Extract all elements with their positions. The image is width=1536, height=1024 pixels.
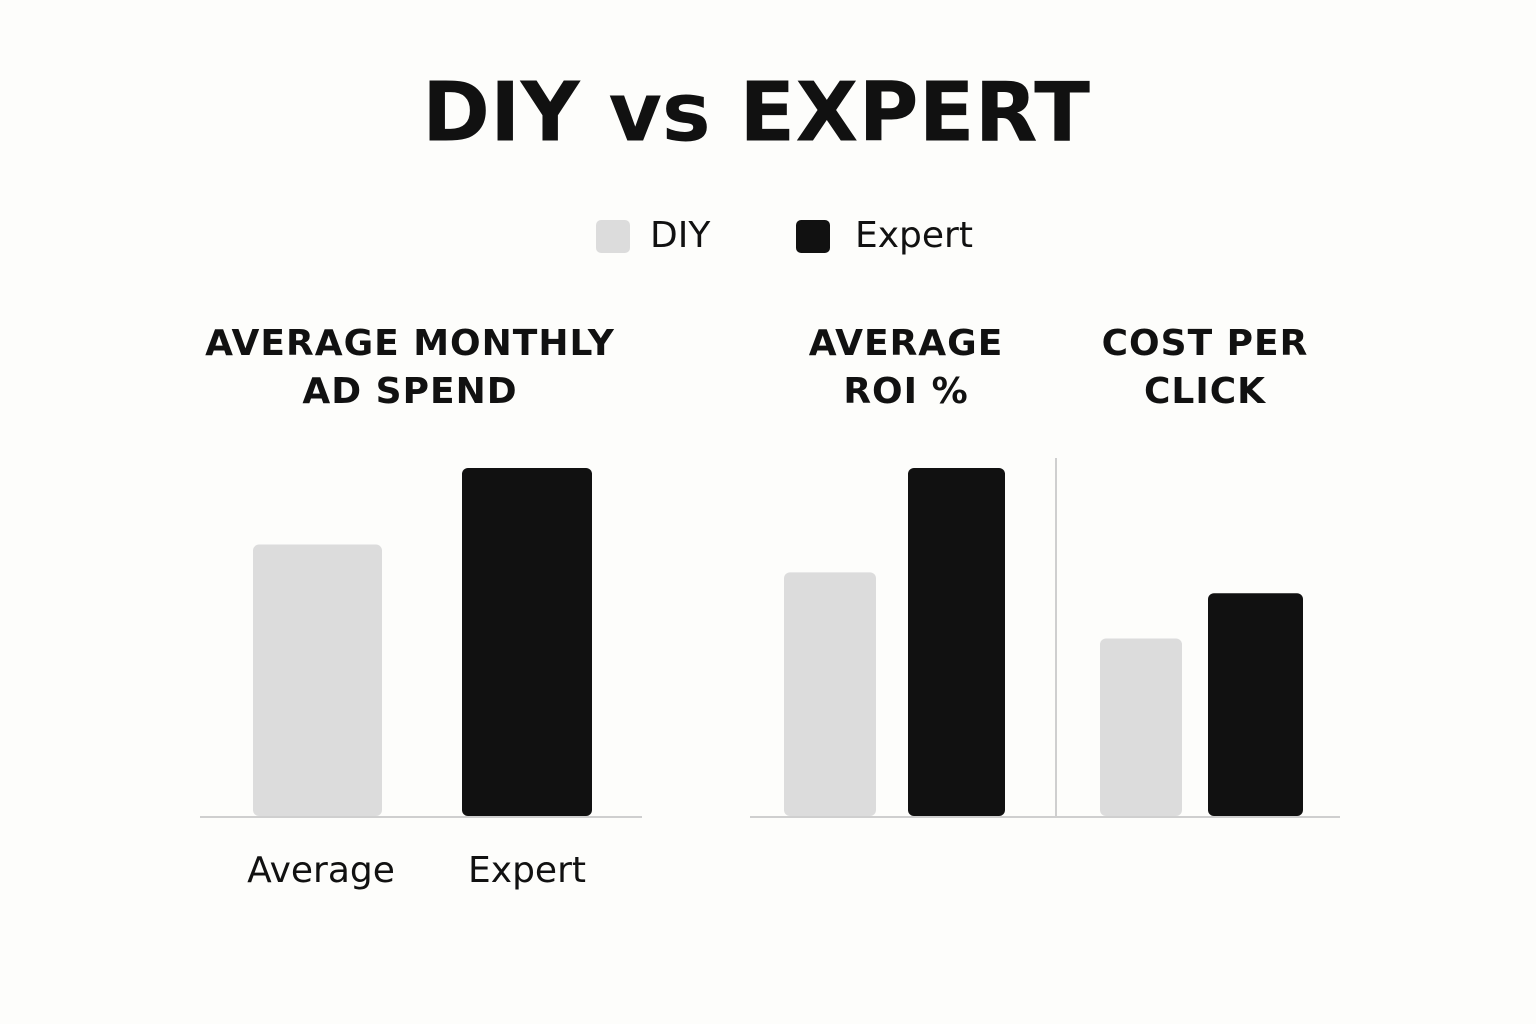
bar [462,468,592,816]
legend-swatch [796,220,830,253]
panel-title: AVERAGE MONTHLY AD SPEND [205,323,615,412]
x-tick-label: Average [247,850,395,891]
legend-label: Expert [855,215,973,256]
bar [253,544,382,816]
main-title: DIY vs EXPERT [422,65,1090,160]
bar [784,572,876,816]
legend-label: DIY [650,215,711,256]
bar [1100,638,1182,816]
panel-title: COST PER CLICK [1102,323,1309,412]
x-tick-label: Expert [468,850,586,891]
bar [908,468,1005,816]
legend-swatch [596,220,630,253]
bar [1208,593,1303,816]
panel-title: AVERAGE ROI % [809,323,1004,412]
